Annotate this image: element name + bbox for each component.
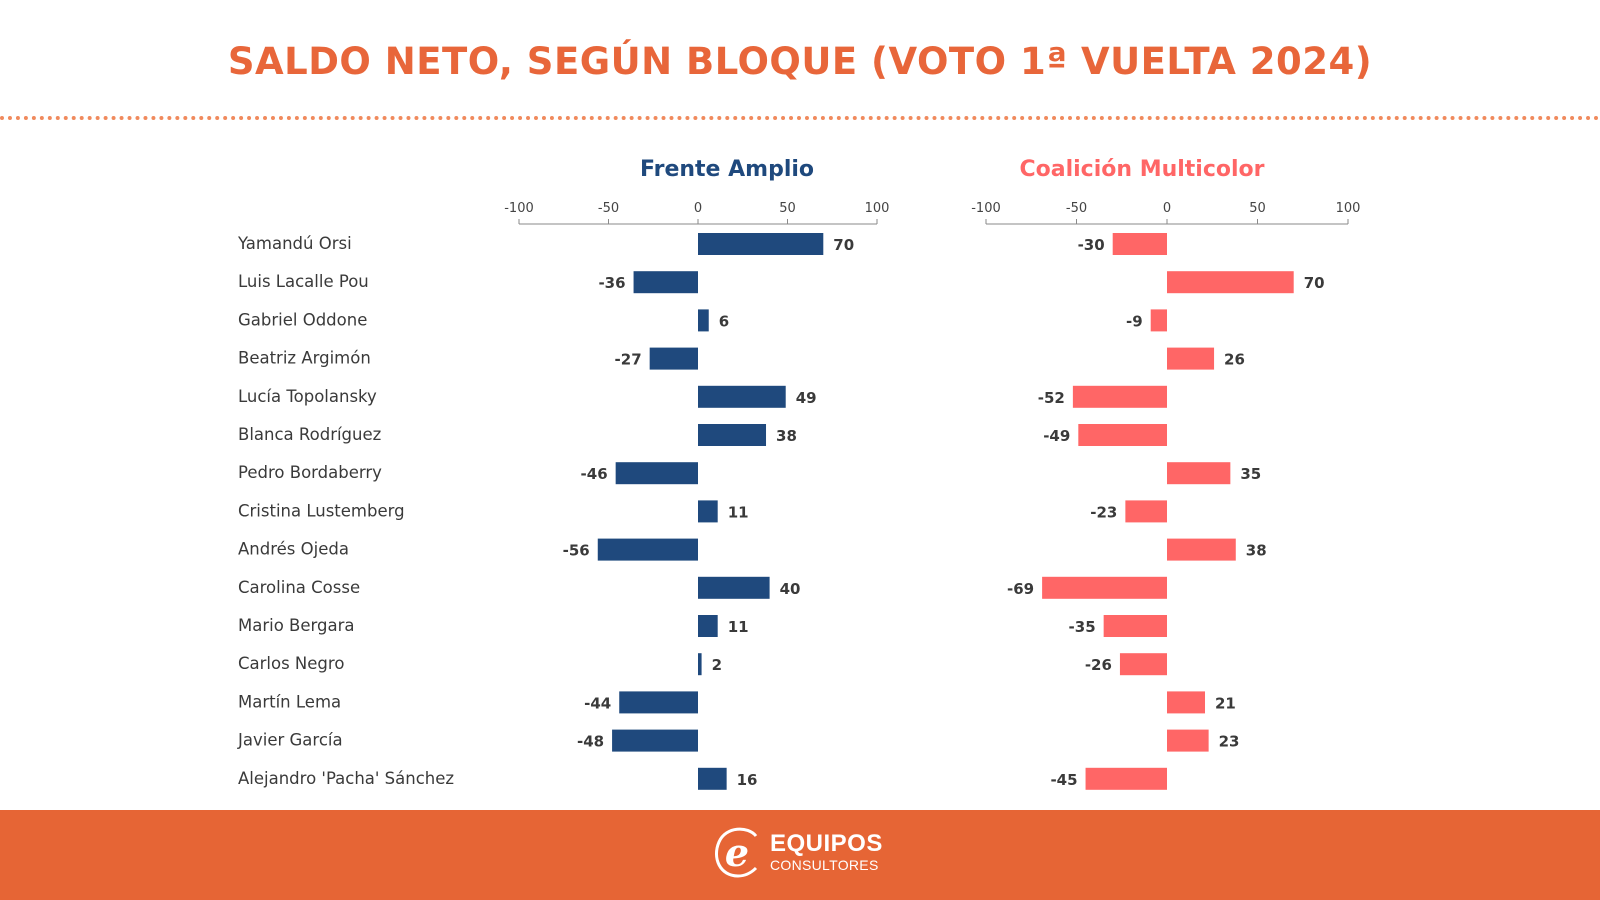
category-label: Pedro Bordaberry (238, 463, 382, 482)
data-label: -30 (1078, 236, 1105, 254)
data-label: 40 (780, 580, 801, 598)
equipos-e-logo-icon: e (712, 824, 762, 880)
category-label: Javier García (237, 731, 343, 750)
category-label: Alejandro 'Pacha' Sánchez (238, 769, 454, 788)
bar (698, 615, 718, 637)
data-label: -9 (1126, 312, 1143, 330)
footer-bar (0, 810, 1600, 900)
data-label: 21 (1215, 694, 1236, 712)
data-label: -48 (577, 733, 604, 751)
bar (1167, 538, 1236, 561)
data-label: 11 (728, 503, 749, 521)
data-label: 2 (712, 656, 722, 674)
bar (1125, 500, 1167, 523)
data-label: -52 (1038, 389, 1065, 407)
data-label: -56 (563, 542, 590, 560)
bar (1112, 233, 1167, 255)
category-label: Carlos Negro (238, 654, 344, 673)
chart-area: Yamandú Orsi Luis Lacalle Pou Gabriel Oddo… (237, 157, 1360, 790)
data-label: 38 (1246, 542, 1267, 560)
bar (698, 309, 709, 332)
bar (1167, 347, 1215, 370)
category-label: Gabriel Oddone (238, 310, 367, 329)
bar (1085, 767, 1167, 790)
x-tick-label: 0 (1163, 201, 1171, 216)
data-label: 38 (776, 427, 797, 445)
data-label: 6 (719, 312, 729, 330)
category-label: Cristina Lustemberg (238, 501, 405, 520)
bar (597, 538, 698, 561)
data-label: -69 (1007, 580, 1034, 598)
bar (698, 233, 824, 255)
x-tick-label: 50 (1249, 201, 1266, 216)
category-label: Mario Bergara (238, 616, 355, 635)
data-label: -49 (1043, 427, 1070, 445)
data-label: 70 (1304, 274, 1325, 292)
category-label: Andrés Ojeda (238, 540, 349, 559)
data-label: -26 (1085, 656, 1112, 674)
panel-coalicion-multicolor: Coalición Multicolor -100 -50 0 50 100 -30 70 -9… (971, 157, 1360, 790)
x-tick-label: -100 (504, 201, 534, 216)
data-label: 49 (796, 389, 817, 407)
bar (612, 729, 698, 752)
bar (649, 347, 698, 370)
category-labels: Yamandú Orsi Luis Lacalle Pou Gabriel Oddo… (237, 234, 454, 788)
bar (615, 462, 698, 485)
bar (698, 653, 702, 676)
bar (1167, 691, 1206, 714)
category-label: Yamandú Orsi (237, 234, 352, 253)
panel-title: Frente Amplio (640, 157, 814, 182)
x-tick-label: 50 (779, 201, 796, 216)
category-label: Luis Lacalle Pou (238, 272, 369, 291)
data-label: 16 (737, 771, 758, 789)
category-label: Blanca Rodríguez (238, 425, 381, 444)
bar (698, 385, 786, 408)
data-label: 23 (1219, 733, 1240, 751)
dotted-divider (0, 116, 1600, 120)
data-label: -23 (1090, 503, 1117, 521)
data-label: 35 (1240, 465, 1261, 483)
category-label: Lucía Topolansky (238, 387, 377, 406)
data-label: -44 (584, 694, 611, 712)
svg-text:e: e (725, 830, 749, 875)
x-tick-label: -100 (971, 201, 1001, 216)
bar (1042, 576, 1167, 599)
brand-subtitle: CONSULTORES (770, 857, 879, 873)
bar (1167, 271, 1294, 294)
brand-name: EQUIPOS (770, 830, 883, 857)
bar (1072, 385, 1167, 408)
category-label: Carolina Cosse (238, 578, 360, 597)
panel-frente-amplio: Frente Amplio -100 -50 0 50 100 70 -36 6 -27 49 38 -… (504, 157, 889, 790)
bar (1167, 462, 1231, 485)
bar (698, 576, 770, 599)
data-label: -35 (1069, 618, 1096, 636)
x-tick-label: -50 (1066, 201, 1087, 216)
data-label: 70 (833, 236, 854, 254)
bar (633, 271, 698, 294)
bar (698, 424, 767, 446)
bar (619, 691, 698, 714)
x-tick-label: -50 (598, 201, 619, 216)
bar (1103, 615, 1167, 637)
bar (698, 500, 718, 523)
category-label: Beatriz Argimón (238, 349, 371, 368)
bar (1150, 309, 1167, 332)
bar (1078, 424, 1167, 446)
panel-title: Coalición Multicolor (1019, 157, 1264, 182)
data-label: -46 (581, 465, 608, 483)
data-label: -36 (598, 274, 625, 292)
category-label: Martín Lema (238, 692, 341, 711)
data-label: -45 (1050, 771, 1077, 789)
data-label: 11 (728, 618, 749, 636)
brand-logo: e EQUIPOS CONSULTORES (712, 824, 883, 880)
x-tick-label: 100 (1336, 201, 1361, 216)
bar (1167, 729, 1209, 752)
x-tick-label: 0 (694, 201, 702, 216)
chart-title: SALDO NETO, SEGÚN BLOQUE (VOTO 1ª VUELTA… (227, 40, 1373, 83)
x-tick-label: 100 (865, 201, 890, 216)
data-label: -27 (615, 351, 642, 369)
data-label: 26 (1224, 351, 1245, 369)
bar (1119, 653, 1167, 676)
bar (698, 767, 727, 790)
